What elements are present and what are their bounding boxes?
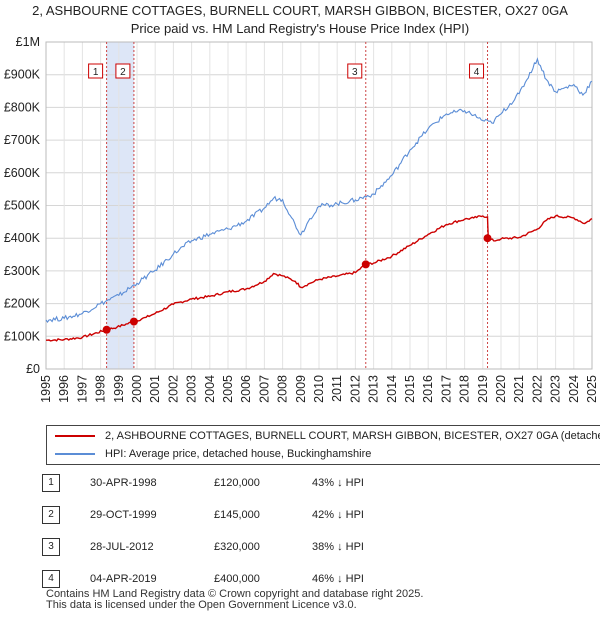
legend-swatch-hpi [55,453,95,456]
footer-line-2: This data is licensed under the Open Gov… [46,599,357,611]
x-tick-label: 2022 [530,375,544,403]
title-line-2: Price paid vs. HM Land Registry's House … [130,21,470,36]
sale-label-box [347,63,363,79]
x-tick-label: 2019 [476,375,490,403]
transaction-price: £400,000 [214,573,260,585]
sale-label: 3 [352,67,358,78]
title-line-1: 2, ASHBOURNE COTTAGES, BURNELL COURT, MA… [32,3,568,18]
x-tick-label: 2015 [403,375,417,403]
x-tick-label: 2013 [367,375,381,403]
transaction-hpi: 42% ↓ HPI [312,509,364,521]
x-tick-label: 2018 [458,375,472,403]
transaction-hpi: 38% ↓ HPI [312,541,364,553]
legend: 2, ASHBOURNE COTTAGES, BURNELL COURT, MA… [46,425,600,465]
transaction-date: 28-JUL-2012 [90,541,154,553]
y-tick-label: £600K [4,166,41,180]
sale-label-box [88,63,104,79]
x-tick-label: 1997 [75,375,89,403]
x-tick-label: 2003 [185,375,199,403]
x-tick-label: 2023 [549,375,563,403]
x-tick-label: 2001 [148,375,162,403]
x-tick-label: 2021 [512,375,526,403]
y-tick-label: £300K [4,264,41,278]
sale-point [129,317,138,326]
x-tick-label: 2009 [294,375,308,403]
sale-point [483,234,492,243]
legend-label-price: 2, ASHBOURNE COTTAGES, BURNELL COURT, MA… [105,430,600,442]
price-chart: 1 2 3 4 £0 £100K £200K £300K £400K £500K £600K £70… [4,35,599,403]
x-tick-label: 2017 [439,375,453,403]
sale-label: 4 [474,67,480,78]
legend-item-price: 2, ASHBOURNE COTTAGES, BURNELL COURT, MA… [55,427,600,445]
x-tick-label: 1999 [112,375,126,403]
sale-label: 1 [93,67,99,78]
plot-frame [45,41,593,370]
y-tick-label: £400K [4,231,41,245]
x-tick-label: 2025 [585,375,599,403]
sale-marker-lines [106,42,489,369]
footer: Contains HM Land Registry data © Crown c… [46,589,423,611]
x-tick-label: 2020 [494,375,508,403]
chart-title: 2, ASHBOURNE COTTAGES, BURNELL COURT, MA… [0,2,600,38]
transaction-number: 4 [42,570,60,588]
x-tick-label: 1996 [57,375,71,403]
transaction-hpi: 43% ↓ HPI [312,477,364,489]
transaction-date: 30-APR-1998 [90,477,157,489]
transaction-date: 04-APR-2019 [90,573,157,585]
transaction-number: 2 [42,506,60,524]
axis-labels: £0 £100K £200K £300K £400K £500K £600K £700K £80… [4,35,599,403]
sale-points [102,234,492,334]
transaction-price: £120,000 [214,477,260,489]
x-tick-label: 2006 [239,375,253,403]
transaction-date: 29-OCT-1999 [90,509,157,521]
x-tick-label: 1995 [39,375,53,403]
footer-line-1: Contains HM Land Registry data © Crown c… [46,588,424,600]
legend-swatch-price [55,435,95,438]
transaction-price: £145,000 [214,509,260,521]
sale-point [361,260,370,269]
x-tick-label: 2012 [348,375,362,403]
sale-point [102,325,111,334]
x-tick-label: 2010 [312,375,326,403]
legend-label-hpi: HPI: Average price, detached house, Buck… [105,448,372,460]
x-tick-label: 2014 [385,375,399,403]
y-tick-label: £500K [4,199,41,213]
x-tick-label: 2005 [221,375,235,403]
x-tick-label: 2004 [203,375,217,403]
sale-label: 2 [120,67,126,78]
y-tick-label: £800K [4,100,41,114]
y-tick-label: £200K [4,297,41,311]
hpi-series-line [45,57,593,324]
transaction-price: £320,000 [214,541,260,553]
x-tick-label: 2008 [276,375,290,403]
x-tick-label: 2002 [166,375,180,403]
x-tick-label: 2024 [567,375,581,403]
y-tick-label: £900K [4,68,41,82]
x-tick-label: 1998 [94,375,108,403]
y-tick-label: £100K [4,329,41,343]
sale-label-box [469,63,485,79]
x-tick-label: 2016 [421,375,435,403]
sale-label-box [115,63,131,79]
y-tick-label: £0 [26,362,40,376]
transaction-hpi: 46% ↓ HPI [312,573,364,585]
legend-item-hpi: HPI: Average price, detached house, Buck… [55,445,371,463]
x-tick-label: 2011 [330,375,344,402]
y-tick-label: £1M [16,35,40,49]
y-tick-label: £700K [4,133,41,147]
transaction-number: 1 [42,474,60,492]
x-tick-label: 2007 [257,375,271,403]
transaction-number: 3 [42,538,60,556]
x-tick-label: 2000 [130,375,144,403]
sale-labels: 1 2 3 4 [88,63,485,79]
